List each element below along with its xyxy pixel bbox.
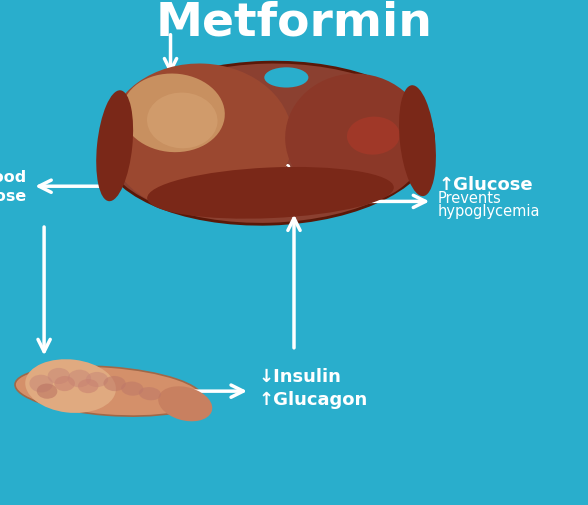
Ellipse shape xyxy=(48,368,70,384)
Text: Glucose production: Glucose production xyxy=(126,161,292,176)
Ellipse shape xyxy=(29,375,53,393)
Ellipse shape xyxy=(347,117,400,156)
Ellipse shape xyxy=(96,91,133,202)
Text: Blood
glucose: Blood glucose xyxy=(0,170,26,204)
Ellipse shape xyxy=(68,370,91,388)
Ellipse shape xyxy=(37,384,57,399)
Ellipse shape xyxy=(102,63,433,225)
Ellipse shape xyxy=(264,68,308,88)
Ellipse shape xyxy=(25,360,116,413)
Ellipse shape xyxy=(158,386,212,422)
Ellipse shape xyxy=(147,168,394,219)
Text: (+): (+) xyxy=(320,194,345,210)
Text: Metformin: Metformin xyxy=(155,1,433,45)
Ellipse shape xyxy=(55,376,75,391)
Ellipse shape xyxy=(399,86,436,197)
Text: ↑Glucose: ↑Glucose xyxy=(438,175,533,193)
Text: ↓Insulin: ↓Insulin xyxy=(259,367,342,385)
Ellipse shape xyxy=(86,372,108,387)
Text: (-): (-) xyxy=(126,146,143,162)
Text: Prevents: Prevents xyxy=(438,190,502,206)
Text: ↑Glucagon: ↑Glucagon xyxy=(259,390,368,408)
Ellipse shape xyxy=(103,376,126,391)
Ellipse shape xyxy=(121,382,143,396)
Ellipse shape xyxy=(108,64,292,214)
Ellipse shape xyxy=(139,387,161,400)
Ellipse shape xyxy=(147,93,218,149)
Ellipse shape xyxy=(15,367,202,416)
Ellipse shape xyxy=(285,75,426,203)
Ellipse shape xyxy=(78,379,98,393)
Text: hypoglycemia: hypoglycemia xyxy=(438,203,540,218)
Ellipse shape xyxy=(122,74,225,153)
